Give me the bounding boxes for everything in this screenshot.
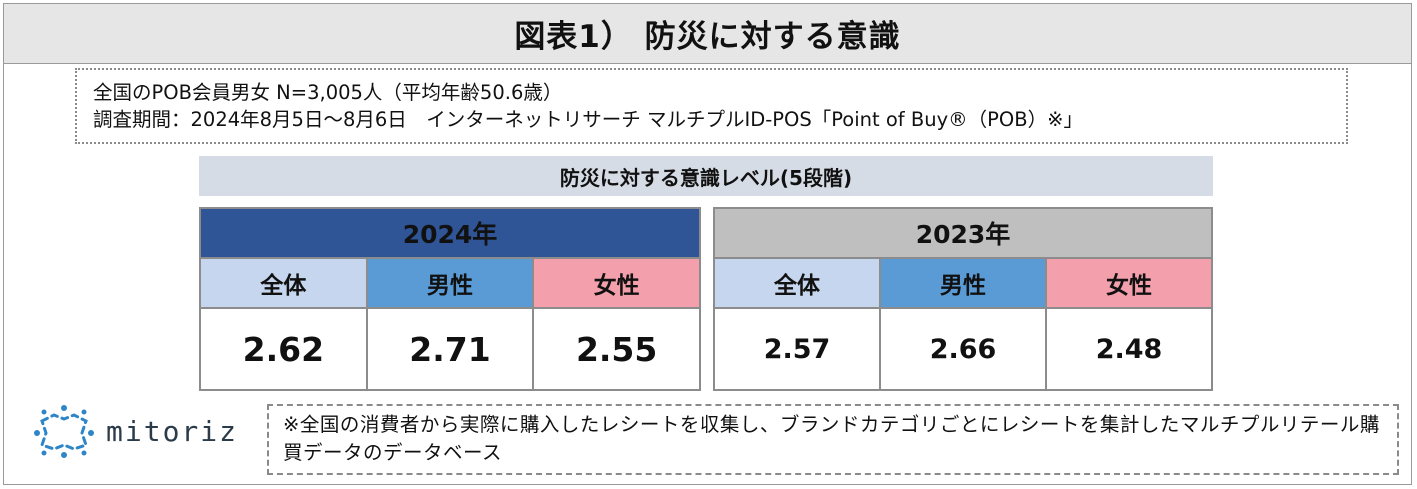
value-2024-all: 2.62	[199, 307, 368, 391]
footnote-text: ※全国の消費者から実際に購入したレシートを収集し、ブランドカテゴリごとにレシート…	[283, 413, 1380, 464]
value-2023-female: 2.48	[1045, 307, 1213, 391]
table-2023: 2023年 全体 男性 女性 2.57 2.66 2.48	[713, 207, 1213, 391]
col-header-male: 男性	[879, 257, 1047, 309]
col-header-all: 全体	[713, 257, 881, 309]
year-header-2024: 2024年	[199, 207, 701, 259]
value-2023-all: 2.57	[713, 307, 881, 391]
survey-line-1: 全国のPOB会員男女 N=3,005人（平均年齢50.6歳）	[93, 81, 563, 104]
footnote-box: ※全国の消費者から実際に購入したレシートを収集し、ブランドカテゴリごとにレシート…	[267, 404, 1399, 475]
survey-line-2: 調査期間：2024年8月5日～8月6日 インターネットリサーチ マルチプルID-…	[93, 108, 1083, 131]
col-header-female: 女性	[1045, 257, 1213, 309]
year-header-2023: 2023年	[713, 207, 1213, 259]
figure-title: 図表1） 防災に対する意識	[4, 4, 1411, 64]
mitoriz-logo-icon	[34, 405, 94, 458]
chart-subtitle: 防災に対する意識レベル(5段階)	[199, 156, 1213, 196]
mitoriz-logo: mitoriz	[32, 403, 238, 459]
value-2024-female: 2.55	[532, 307, 701, 391]
logo-text: mitoriz	[106, 414, 239, 448]
table-2024: 2024年 全体 男性 女性 2.62 2.71 2.55	[199, 207, 701, 391]
value-2023-male: 2.66	[879, 307, 1047, 391]
col-header-female: 女性	[532, 257, 701, 309]
col-header-all: 全体	[199, 257, 368, 309]
survey-info-box: 全国のPOB会員男女 N=3,005人（平均年齢50.6歳） 調査期間：2024…	[75, 68, 1348, 144]
col-header-male: 男性	[365, 257, 535, 309]
value-2024-male: 2.71	[365, 307, 535, 391]
